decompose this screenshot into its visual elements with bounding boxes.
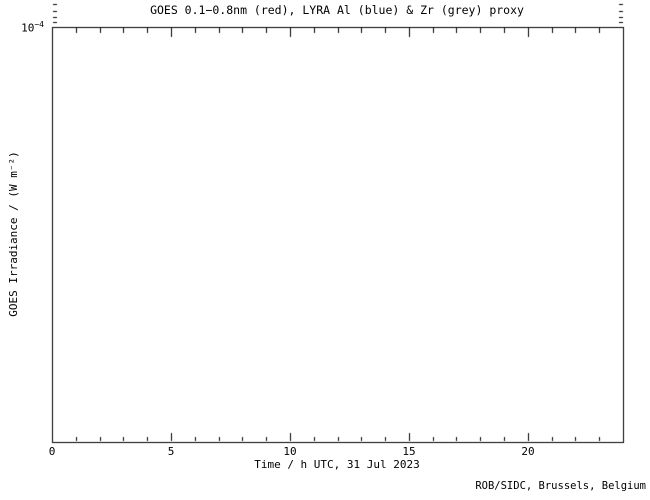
x-tick-label: 20 bbox=[521, 445, 535, 458]
x-tick-label: 5 bbox=[167, 445, 175, 458]
chart-title: GOES 0.1−0.8nm (red), LYRA Al (blue) & Z… bbox=[150, 3, 524, 17]
y-tick-label: 10−4 bbox=[21, 20, 44, 35]
x-tick-label: 10 bbox=[283, 445, 297, 458]
credit-text: ROB/SIDC, Brussels, Belgium bbox=[475, 480, 646, 492]
x-tick-label: 0 bbox=[48, 445, 56, 458]
x-tick-label: 15 bbox=[402, 445, 416, 458]
x-axis-label: Time / h UTC, 31 Jul 2023 bbox=[254, 458, 420, 471]
y-axis-label: GOES Irradiance / (W m⁻²) bbox=[7, 151, 20, 317]
